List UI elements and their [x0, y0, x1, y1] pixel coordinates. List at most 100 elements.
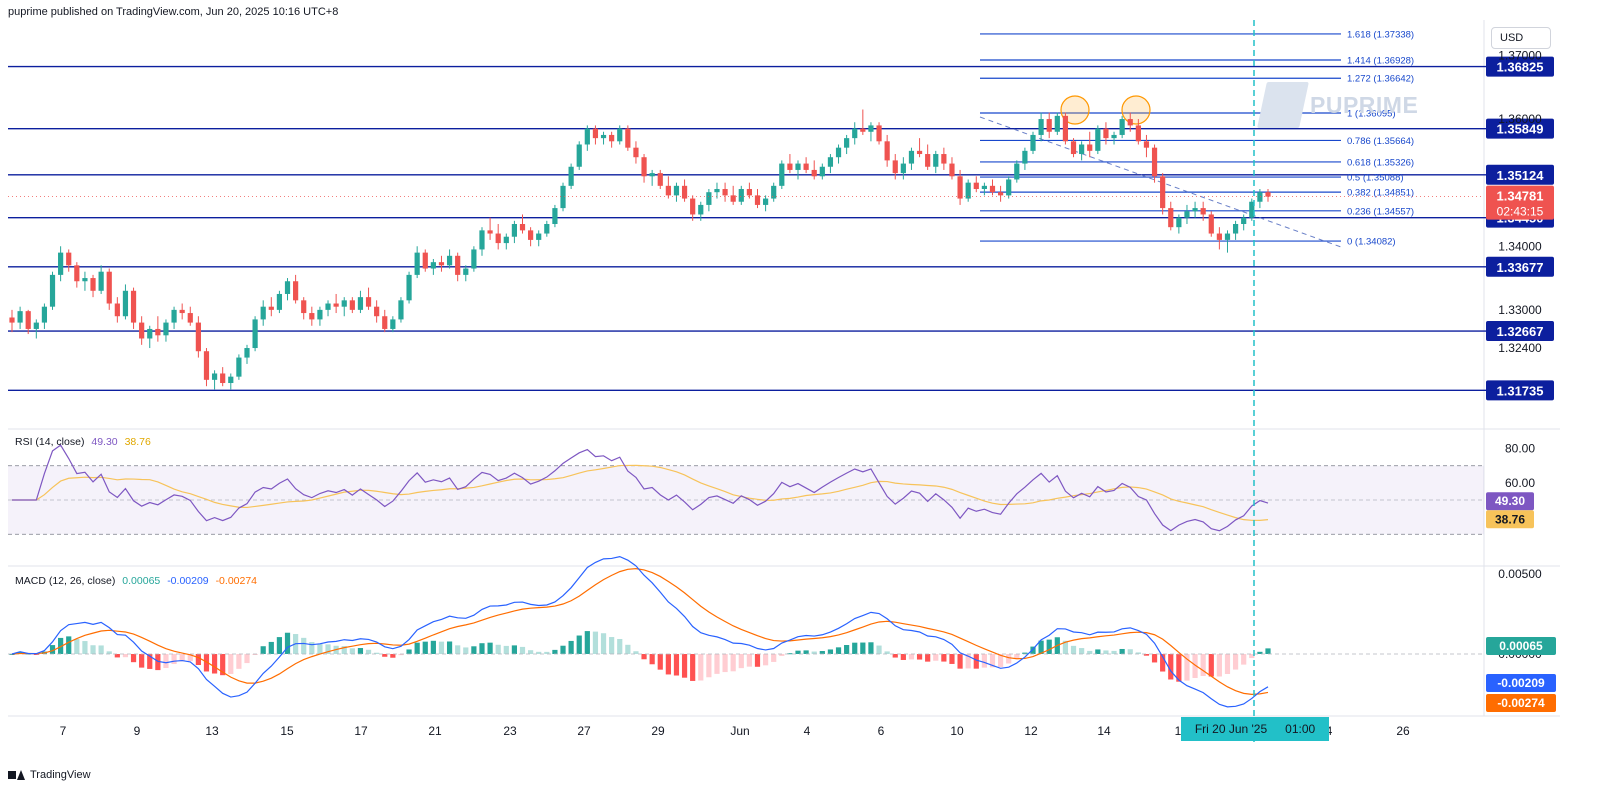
candle-body — [763, 198, 769, 205]
macd-histogram-bar — [66, 636, 72, 654]
macd-histogram-bar — [1119, 648, 1125, 654]
footer-brand[interactable]: TradingView — [8, 769, 91, 781]
candle-body — [722, 189, 728, 196]
candle-body — [252, 319, 258, 349]
candle-body — [941, 154, 947, 164]
candle-body — [617, 128, 623, 142]
macd-histogram-bar — [1062, 640, 1069, 654]
macd-histogram-bar — [1216, 654, 1222, 677]
candle-body — [58, 252, 64, 275]
macd-histogram-bar — [625, 644, 631, 654]
time-axis-label: 13 — [205, 724, 219, 738]
time-axis-label: 17 — [354, 724, 368, 738]
candle-body — [600, 134, 607, 139]
rsi-line — [12, 444, 1269, 532]
macd-histogram-bar — [1022, 652, 1028, 654]
sr-level-label: 1.35849 — [1497, 122, 1544, 137]
currency-selector[interactable]: USD — [1491, 27, 1551, 49]
macd-histogram-bar — [584, 631, 590, 654]
macd-histogram-bar — [341, 646, 347, 654]
macd-histogram-bar — [25, 653, 31, 655]
macd-histogram-bar — [455, 645, 461, 654]
candle-body — [1192, 208, 1198, 212]
macd-histogram-bar — [106, 651, 112, 654]
candle-body — [357, 297, 364, 310]
macd-histogram-bar — [973, 654, 979, 669]
crosshair-hour: 01:00 — [1285, 722, 1316, 736]
candle-body — [681, 185, 688, 199]
macd-histogram-bar — [568, 640, 574, 654]
macd-histogram-bar — [552, 649, 558, 654]
publish-info: puprime published on TradingView.com, Ju… — [8, 6, 339, 18]
sr-level-label: 1.33677 — [1497, 260, 1544, 275]
candle-body — [609, 134, 615, 142]
candle-body — [1079, 144, 1085, 155]
candle-body — [1241, 217, 1247, 224]
price-axis-tick: 1.32400 — [1498, 341, 1542, 355]
macd-histogram-bar — [390, 654, 396, 658]
candle-body — [471, 249, 477, 269]
candle-body — [852, 128, 858, 139]
macd-hist-value: 0.00065 — [122, 575, 161, 587]
candle-body — [584, 128, 590, 145]
candle-body — [1257, 192, 1263, 202]
macd-histogram-bar — [479, 643, 485, 654]
candle-body — [519, 224, 526, 231]
candle-body — [1184, 211, 1190, 218]
candle-body — [1103, 128, 1109, 139]
candle-body — [989, 185, 996, 193]
candle-body — [25, 311, 31, 329]
macd-histogram-bar — [503, 645, 509, 654]
macd-histogram-bar — [1184, 654, 1190, 681]
candle-body — [779, 163, 785, 186]
candle-body — [738, 189, 744, 202]
candle-body — [803, 163, 809, 170]
candle-body — [147, 328, 153, 339]
candle-body — [503, 236, 509, 244]
candle-body — [284, 281, 291, 294]
macd-histogram-bar — [1200, 654, 1206, 677]
macd-histogram-bar — [698, 654, 704, 681]
candle-body — [1111, 134, 1117, 139]
candle-body — [835, 147, 842, 158]
candle-body — [730, 195, 736, 202]
macd-histogram-bar — [463, 647, 469, 654]
rsi-axis-tick: 60.00 — [1505, 476, 1535, 490]
candle-body — [333, 303, 339, 307]
candle-body — [179, 309, 185, 314]
macd-histogram-bar — [495, 644, 501, 654]
macd-histogram-bar — [941, 654, 947, 662]
sr-level-label: 1.31735 — [1497, 383, 1544, 398]
macd-histogram-bar — [771, 654, 777, 662]
candle-body — [973, 182, 979, 190]
candle-body — [228, 376, 234, 384]
candle-body — [592, 128, 599, 139]
macd-histogram-bar — [900, 654, 906, 660]
rsi-value-tag — [1486, 492, 1534, 511]
time-axis-label: 27 — [577, 724, 591, 738]
macd-histogram-bar — [1014, 654, 1020, 659]
macd-histogram-bar — [916, 654, 923, 660]
candle-body — [325, 303, 331, 310]
candle-body — [1168, 208, 1174, 228]
macd-histogram-bar — [260, 646, 266, 654]
candle-body — [576, 144, 582, 167]
macd-histogram-bar — [357, 648, 364, 654]
macd-histogram-bar — [187, 654, 193, 662]
fib-level-label: 0 (1.34082) — [1347, 237, 1396, 248]
candle-body — [1208, 214, 1214, 234]
candle-body — [981, 185, 987, 190]
top-marker-circle — [1121, 95, 1151, 125]
candle-body — [949, 163, 955, 177]
macd-histogram-bar — [803, 650, 809, 654]
candle-body — [544, 224, 550, 234]
candle-body — [884, 141, 890, 161]
macd-histogram-bar — [195, 654, 201, 666]
macd-histogram-bar — [746, 654, 752, 667]
candle-body — [1232, 224, 1239, 234]
macd-histogram-bar — [763, 654, 769, 666]
candle-body — [1022, 150, 1028, 164]
time-axis-label: 4 — [1326, 724, 1333, 738]
macd-histogram-bar — [892, 654, 898, 658]
